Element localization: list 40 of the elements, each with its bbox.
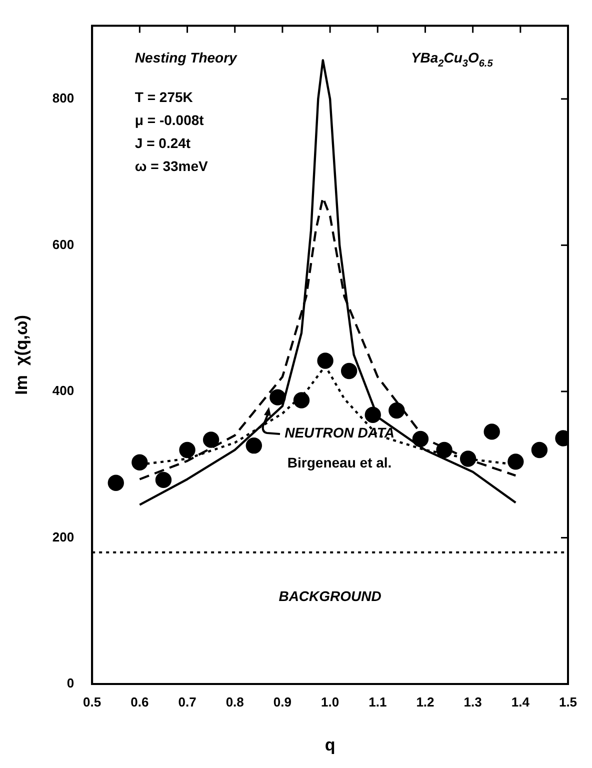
point (179, 442, 196, 458)
point (508, 454, 524, 470)
point (293, 392, 310, 408)
point (340, 362, 358, 380)
annotation: NEUTRON DATA (284, 424, 395, 441)
point (108, 474, 124, 491)
x-tick-label: 1.3 (464, 694, 482, 710)
y-axis-title: Im χ(q,ω) (12, 314, 31, 395)
x-tick-label: 1.2 (416, 694, 434, 710)
point (132, 454, 148, 471)
annotation: μ = -0.008t (134, 112, 204, 128)
point (155, 472, 172, 488)
point (202, 432, 220, 448)
x-tick-label: 1.0 (321, 694, 340, 710)
x-axis-title: q (324, 735, 336, 754)
point (388, 402, 405, 419)
y-tick-label: 0 (66, 676, 74, 691)
point (531, 442, 548, 458)
x-tick-label: 1.1 (368, 694, 387, 710)
x-tick-label: 0.6 (130, 694, 149, 710)
annotation: T = 275K (134, 89, 193, 106)
x-tick-label: 0.8 (226, 694, 244, 710)
annotation: J = 0.24t (134, 135, 191, 152)
point (317, 352, 334, 369)
annotation: Nesting Theory (134, 50, 238, 66)
point (246, 437, 262, 454)
x-tick-label: 0.5 (83, 694, 102, 710)
point (270, 389, 286, 406)
x-tick-label: 0.9 (273, 694, 292, 710)
y-tick-label: 800 (52, 90, 74, 106)
y-tick-label: 400 (52, 383, 74, 398)
annotation: Birgeneau et al. (287, 454, 392, 470)
annotation: ω = 33meV (134, 158, 209, 174)
y-tick-label: 200 (52, 529, 74, 544)
x-tick-label: 0.7 (178, 694, 196, 710)
point (484, 424, 500, 440)
ref-line-label: BACKGROUND (278, 588, 382, 604)
x-tick-label: 1.5 (558, 694, 578, 710)
y-tick-label: 600 (52, 236, 74, 252)
x-tick-label: 1.4 (511, 694, 530, 710)
